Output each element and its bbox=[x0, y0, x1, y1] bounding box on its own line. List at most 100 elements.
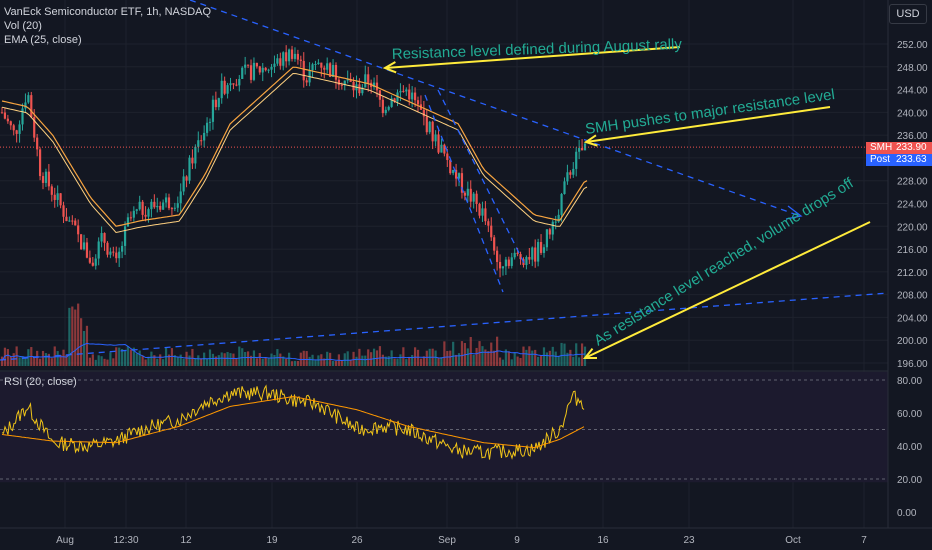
volume-bar bbox=[97, 355, 100, 366]
candle-body bbox=[255, 62, 258, 67]
candle-body bbox=[288, 49, 291, 62]
candle-body bbox=[358, 84, 361, 94]
candle-body bbox=[176, 203, 179, 208]
candle-body bbox=[217, 98, 220, 108]
volume-bar bbox=[308, 356, 311, 366]
candle-body bbox=[249, 65, 253, 80]
candle-body bbox=[65, 216, 68, 222]
candle-body bbox=[71, 220, 74, 222]
trend-line-volume[interactable] bbox=[0, 292, 889, 361]
volume-bar bbox=[472, 354, 475, 366]
candle-body bbox=[460, 173, 464, 193]
candle-body bbox=[443, 144, 446, 154]
candle-body bbox=[211, 99, 215, 122]
rsi-panel-background bbox=[0, 371, 888, 483]
candle-body bbox=[504, 259, 507, 267]
volume-bar bbox=[47, 353, 50, 366]
volume-bar bbox=[197, 355, 200, 366]
candle-body bbox=[12, 125, 15, 131]
candle-body bbox=[290, 49, 294, 59]
volume-bar bbox=[18, 357, 21, 366]
volume-bar bbox=[487, 351, 490, 366]
candle-body bbox=[563, 181, 566, 195]
volume-bar bbox=[6, 349, 9, 366]
volume-bar bbox=[537, 356, 540, 366]
rsi-line bbox=[1, 384, 585, 460]
candle-body bbox=[132, 210, 135, 218]
candle-body bbox=[100, 233, 103, 242]
volume-bar bbox=[246, 351, 250, 366]
candle-body bbox=[296, 53, 299, 60]
candle-body bbox=[478, 203, 481, 216]
volume-bar bbox=[343, 353, 346, 366]
candle-body bbox=[349, 79, 352, 82]
candle-body bbox=[214, 99, 217, 108]
arrow-head bbox=[582, 348, 598, 360]
volume-bar bbox=[121, 348, 124, 366]
candle-body bbox=[94, 258, 97, 266]
candle-body bbox=[437, 134, 440, 153]
candle-body bbox=[0, 112, 4, 114]
candle-body bbox=[463, 192, 466, 196]
candle-body bbox=[21, 108, 24, 125]
volume-indicator-label[interactable]: Vol (20) bbox=[4, 20, 42, 32]
price-axis-label: 240.00 bbox=[897, 108, 928, 119]
volume-bar bbox=[557, 356, 560, 366]
volume-bar bbox=[82, 331, 86, 366]
volume-bar bbox=[326, 351, 329, 366]
volume-bar bbox=[449, 350, 452, 366]
candle-body bbox=[405, 89, 408, 92]
rsi-axis-label: 20.00 bbox=[897, 475, 922, 486]
candle-body bbox=[115, 252, 118, 259]
trend-line-resistance[interactable] bbox=[189, 0, 801, 217]
volume-bar bbox=[501, 359, 505, 366]
volume-bar bbox=[513, 352, 516, 366]
rsi-indicator-label[interactable]: RSI (20, close) bbox=[4, 376, 77, 388]
volume-bar bbox=[405, 359, 408, 366]
candle-body bbox=[167, 197, 171, 209]
candle-body bbox=[141, 201, 144, 215]
volume-bar bbox=[454, 354, 458, 366]
volume-bar bbox=[578, 357, 581, 366]
volume-bar bbox=[285, 358, 288, 366]
volume-bar bbox=[396, 358, 399, 366]
candle-body bbox=[364, 74, 367, 88]
candle-body bbox=[235, 84, 238, 86]
volume-bar bbox=[384, 356, 387, 366]
candle-body bbox=[329, 63, 332, 77]
volume-bar bbox=[528, 346, 531, 366]
volume-bar bbox=[112, 358, 115, 366]
candle-body bbox=[481, 208, 484, 216]
candle-body bbox=[337, 79, 341, 85]
trend-arrow-head bbox=[785, 205, 803, 220]
arrow-volume[interactable] bbox=[584, 221, 871, 359]
volume-bar bbox=[490, 342, 493, 366]
volume-bar bbox=[475, 347, 478, 366]
volume-bar bbox=[176, 356, 179, 366]
candle-body bbox=[82, 242, 86, 250]
arrow-resistance[interactable] bbox=[384, 46, 681, 69]
annotation-resistance-text[interactable]: Resistance level defined during August r… bbox=[392, 36, 683, 63]
ema-indicator-label[interactable]: EMA (25, close) bbox=[4, 34, 82, 46]
candle-body bbox=[44, 171, 48, 183]
candle-body bbox=[47, 171, 50, 187]
candle-body bbox=[88, 257, 91, 263]
currency-button[interactable]: USD bbox=[889, 4, 927, 24]
volume-bar bbox=[560, 342, 563, 366]
candle-body bbox=[153, 201, 156, 208]
arrow-push[interactable] bbox=[585, 106, 831, 143]
volume-bar bbox=[340, 360, 343, 366]
volume-bar bbox=[53, 346, 56, 366]
candle-body bbox=[446, 153, 449, 161]
volume-bar bbox=[135, 353, 138, 366]
candle-body bbox=[326, 63, 329, 70]
volume-bar bbox=[153, 355, 156, 366]
annotation-volume-text[interactable]: As resistance level reached, volume drop… bbox=[591, 174, 857, 349]
candle-body bbox=[244, 64, 247, 68]
volume-bar bbox=[235, 358, 238, 366]
volume-bar bbox=[21, 356, 24, 366]
rsi-axis-label: 40.00 bbox=[897, 442, 922, 453]
candle-body bbox=[305, 80, 308, 83]
trend-line-channel-left[interactable] bbox=[424, 94, 504, 293]
